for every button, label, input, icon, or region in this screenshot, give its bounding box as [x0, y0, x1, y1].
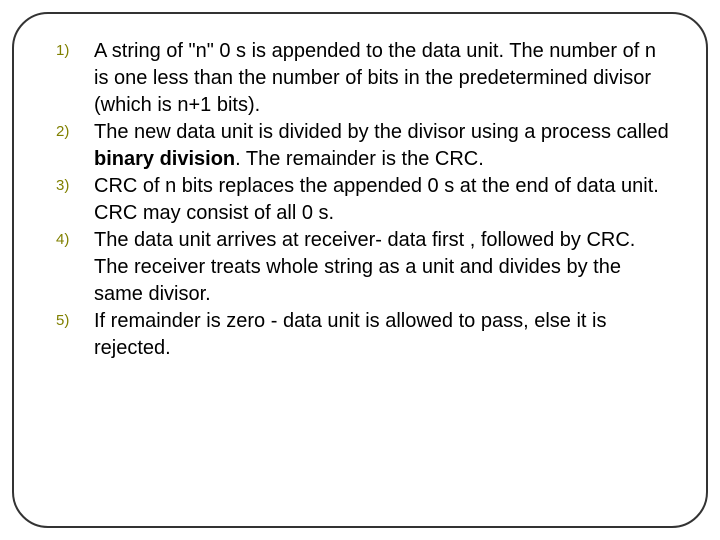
list-item-text-bold: binary division	[94, 148, 235, 170]
numbered-list: A string of "n" 0 s is appended to the d…	[50, 38, 670, 362]
list-item: CRC of n bits replaces the appended 0 s …	[50, 173, 670, 227]
list-item: A string of "n" 0 s is appended to the d…	[50, 38, 670, 119]
list-item: The data unit arrives at receiver- data …	[50, 227, 670, 308]
list-item-text-pre: The data unit arrives at receiver- data …	[94, 229, 635, 305]
list-item-text-pre: A string of "n" 0 s is appended to the d…	[94, 40, 656, 116]
list-item: If remainder is zero - data unit is allo…	[50, 308, 670, 362]
slide-frame: A string of "n" 0 s is appended to the d…	[12, 12, 708, 528]
list-item-text-pre: If remainder is zero - data unit is allo…	[94, 310, 606, 359]
list-item-text-post: . The remainder is the CRC.	[235, 148, 484, 170]
list-item-text-pre: CRC of n bits replaces the appended 0 s …	[94, 175, 659, 224]
list-item-text-pre: The new data unit is divided by the divi…	[94, 121, 669, 143]
list-item: The new data unit is divided by the divi…	[50, 119, 670, 173]
